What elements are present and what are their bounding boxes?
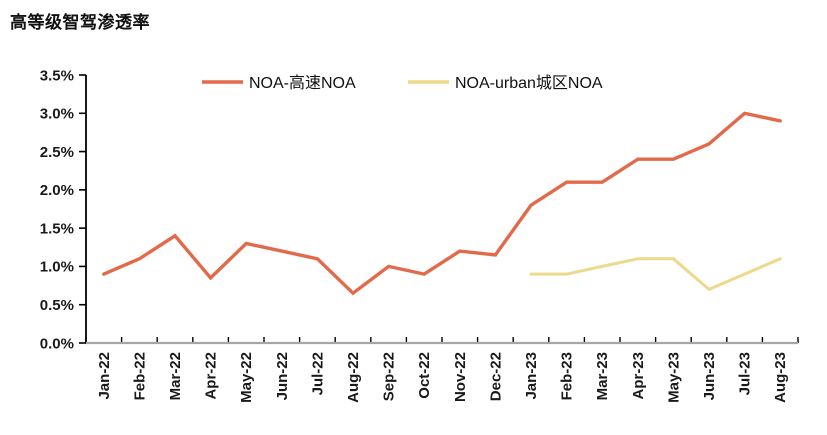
x-axis-tick-label: Jul-22 bbox=[309, 352, 326, 395]
x-axis-tick-label: Jun-22 bbox=[274, 352, 291, 400]
x-axis-tick-label: Feb-23 bbox=[559, 352, 576, 400]
chart-title: 高等级智驾渗透率 bbox=[10, 13, 150, 32]
x-axis-tick-label: Dec-22 bbox=[487, 352, 504, 401]
y-axis-tick-label: 2.0% bbox=[40, 182, 74, 199]
y-axis-tick-label: 2.5% bbox=[40, 144, 74, 161]
x-axis-tick-label: May-22 bbox=[238, 352, 255, 403]
x-axis-tick-label: Sep-22 bbox=[381, 352, 398, 401]
y-axis-tick-label: 0.5% bbox=[40, 297, 74, 314]
y-axis-tick-label: 0.0% bbox=[40, 335, 74, 352]
x-axis-tick-label: Apr-22 bbox=[203, 352, 220, 400]
legend-label: NOA-urban城区NOA bbox=[455, 74, 603, 92]
legend-label: NOA-高速NOA bbox=[249, 74, 356, 92]
x-axis-tick-label: Mar-22 bbox=[167, 352, 184, 400]
x-axis-tick-label: Jan-23 bbox=[523, 352, 540, 400]
x-axis-tick-label: Oct-22 bbox=[416, 352, 433, 399]
noa-highway-line bbox=[102, 111, 782, 296]
y-axis-tick-label: 3.0% bbox=[40, 106, 74, 123]
noa-urban-line bbox=[529, 257, 782, 292]
x-axis-tick-label: Jan-22 bbox=[96, 352, 113, 400]
x-axis-tick-label: Feb-22 bbox=[131, 352, 148, 400]
x-axis-tick-label: Nov-22 bbox=[452, 352, 469, 402]
y-axis-tick-label: 1.0% bbox=[40, 259, 74, 276]
x-axis-tick-label: Aug-23 bbox=[772, 352, 789, 403]
x-axis-tick-label: Aug-22 bbox=[345, 352, 362, 403]
x-axis-tick-label: Mar-23 bbox=[594, 352, 611, 400]
x-axis-tick-label: May-23 bbox=[665, 352, 682, 403]
y-axis-tick-label: 1.5% bbox=[40, 220, 74, 237]
x-axis-tick-label: Jun-23 bbox=[701, 352, 718, 400]
x-axis-tick-label: Jul-23 bbox=[737, 352, 754, 395]
y-axis-tick-label: 3.5% bbox=[40, 67, 74, 84]
x-axis-tick-label: Apr-23 bbox=[630, 352, 647, 400]
